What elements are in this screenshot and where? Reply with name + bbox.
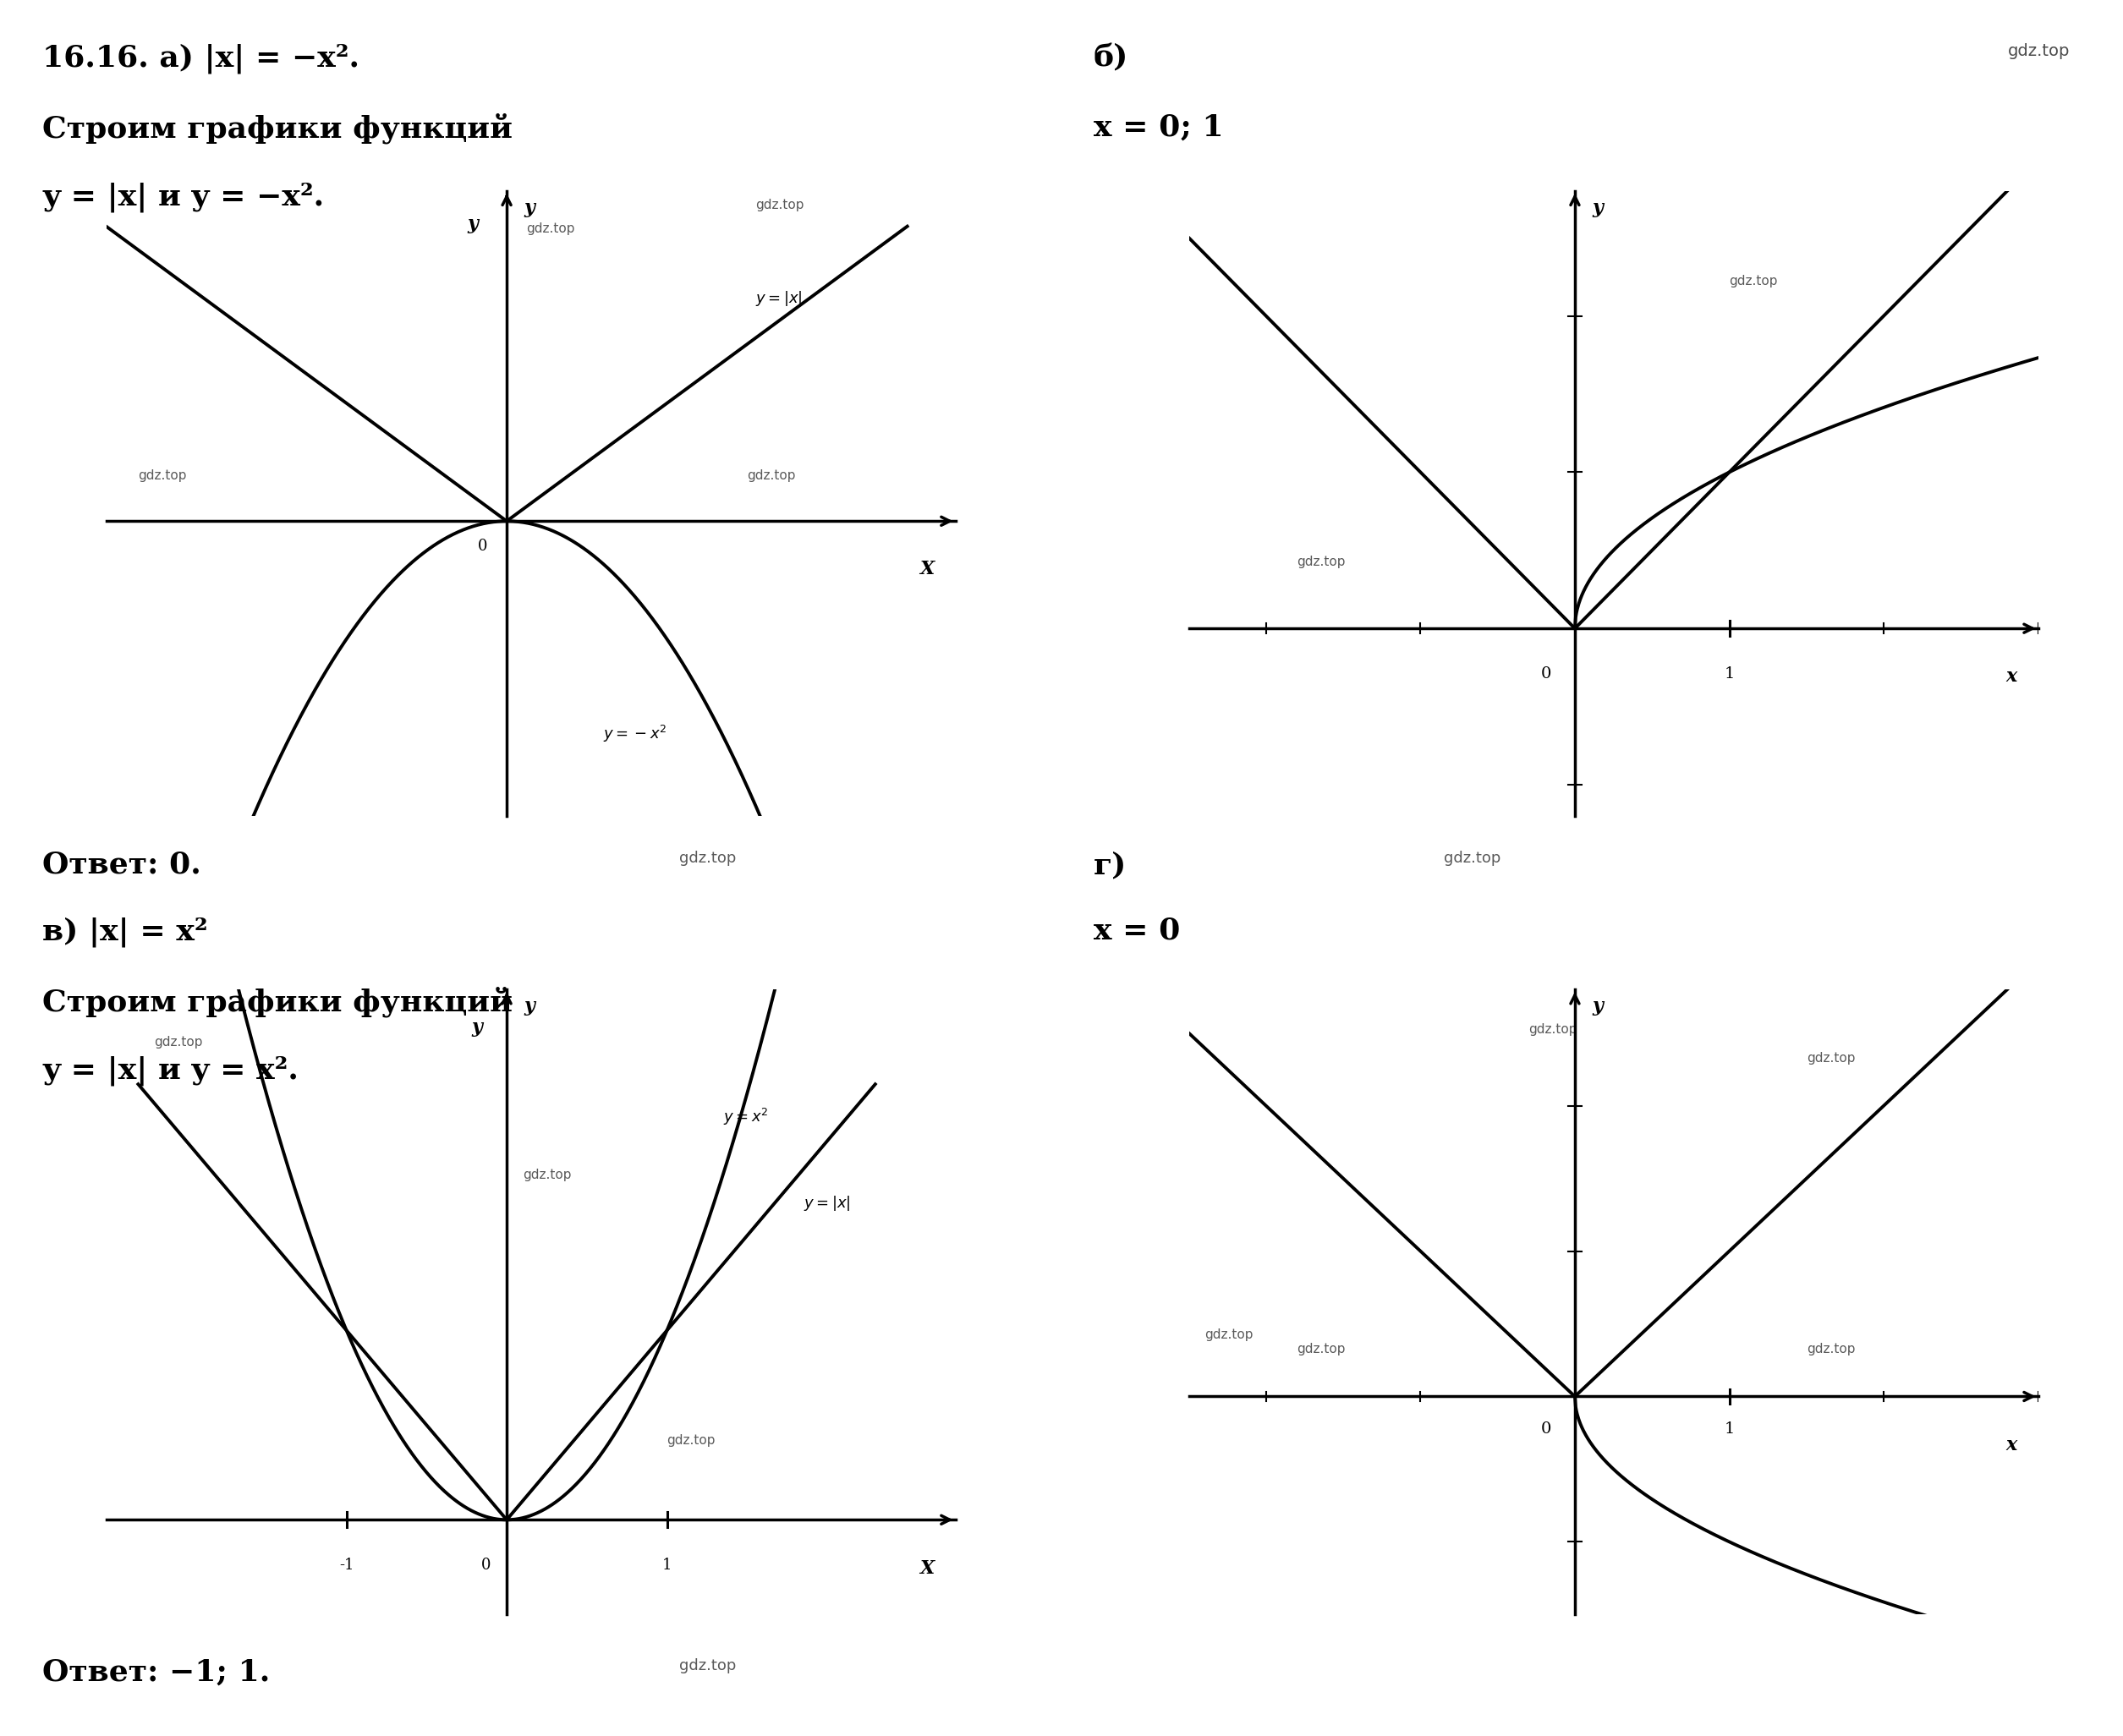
Text: gdz.top: gdz.top [138,470,187,483]
Text: Строим графики функций: Строим графики функций [42,986,514,1017]
Text: 1: 1 [1724,667,1734,681]
Text: y = |x| и y = −x².: y = |x| и y = −x². [42,182,325,212]
Text: 0: 0 [1541,667,1552,681]
Text: Строим графики функций: Строим графики функций [42,113,514,144]
Text: 0: 0 [1541,1422,1552,1437]
Text: y: y [524,996,535,1016]
Text: x: x [2006,1436,2017,1455]
Text: gdz.top: gdz.top [1297,1342,1346,1356]
Text: 0: 0 [482,1557,490,1573]
Text: gdz.top: gdz.top [1807,1052,1856,1064]
Text: X: X [919,561,934,578]
Text: 1: 1 [1724,1422,1734,1437]
Text: $y=x^2$: $y=x^2$ [724,1108,769,1127]
Text: -1: -1 [340,1557,355,1573]
Text: $y=|x|$: $y=|x|$ [756,290,802,307]
Text: $y=|x|$: $y=|x|$ [802,1194,849,1212]
Text: gdz.top: gdz.top [679,1658,737,1674]
Text: г): г) [1093,851,1127,880]
Text: gdz.top: gdz.top [1529,1023,1577,1036]
Text: X: X [919,1559,934,1578]
Text: 1: 1 [662,1557,671,1573]
Text: gdz.top: gdz.top [747,470,796,483]
Text: y: y [467,215,478,233]
Text: x = 0; 1: x = 0; 1 [1093,113,1223,142]
Text: gdz.top: gdz.top [1444,851,1501,866]
Text: y = |x| и y = x².: y = |x| и y = x². [42,1055,299,1085]
Text: gdz.top: gdz.top [155,1036,204,1049]
Text: x: x [2006,667,2017,686]
Text: gdz.top: gdz.top [679,851,737,866]
Text: gdz.top: gdz.top [756,198,805,212]
Text: $y=-x^2$: $y=-x^2$ [603,724,667,745]
Text: 16.16. а) |x| = −x².: 16.16. а) |x| = −x². [42,43,359,73]
Text: Ответ: −1; 1.: Ответ: −1; 1. [42,1658,270,1687]
Text: gdz.top: gdz.top [1807,1342,1856,1356]
Text: y: y [1592,996,1603,1016]
Text: gdz.top: gdz.top [1297,556,1346,568]
Text: б): б) [1093,43,1127,73]
Text: в) |x| = x²: в) |x| = x² [42,917,208,946]
Text: y: y [524,200,535,217]
Text: gdz.top: gdz.top [1730,274,1777,286]
Text: gdz.top: gdz.top [522,1168,571,1182]
Text: gdz.top: gdz.top [667,1434,715,1446]
Text: x = 0: x = 0 [1093,917,1180,946]
Text: y: y [471,1017,482,1036]
Text: gdz.top: gdz.top [2008,43,2070,59]
Text: y: y [1592,198,1603,217]
Text: 0: 0 [478,538,488,554]
Text: gdz.top: gdz.top [1204,1328,1253,1340]
Text: gdz.top: gdz.top [527,222,575,234]
Text: Ответ: 0.: Ответ: 0. [42,851,202,880]
